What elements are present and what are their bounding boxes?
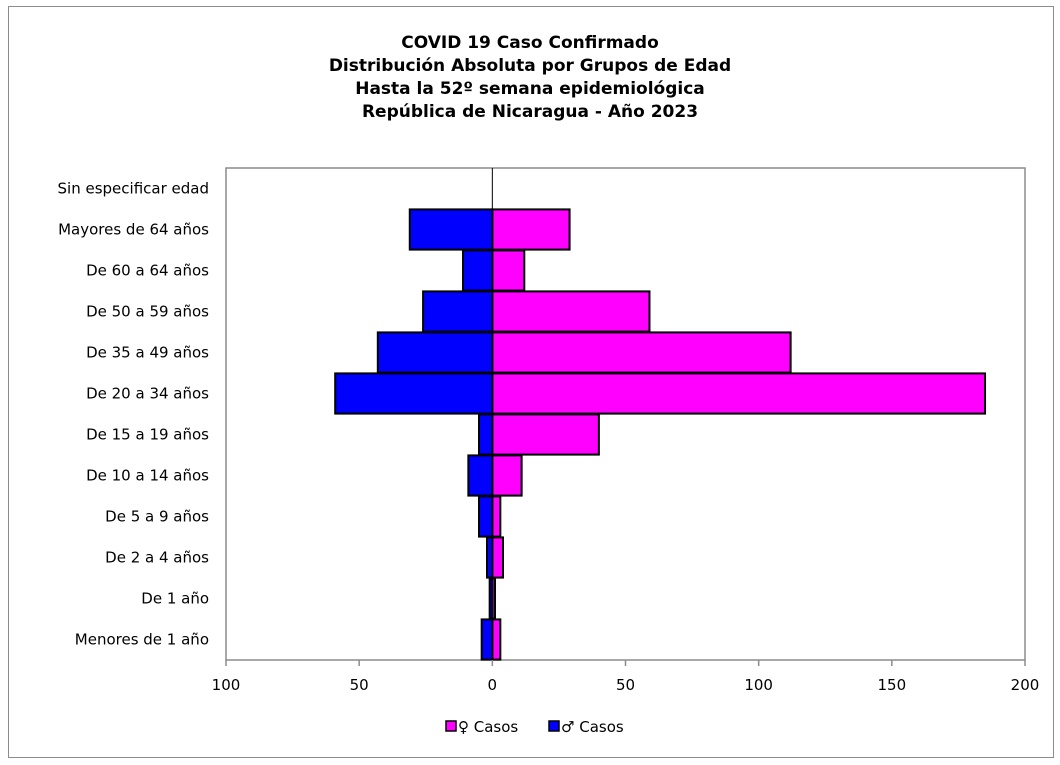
- y-tick-label: De 35 a 49 años: [86, 344, 209, 362]
- chart-title-line-2: Distribución Absoluta por Grupos de Edad: [328, 56, 732, 76]
- bar-male-6: [334, 372, 494, 415]
- bar-female-10: [491, 208, 571, 251]
- y-tick-label: De 20 a 34 años: [86, 385, 209, 403]
- y-tick-label: De 5 a 9 años: [105, 508, 209, 526]
- bar-female-0: [491, 618, 502, 661]
- bar-female-4: [491, 454, 523, 497]
- bar-male-4: [467, 454, 494, 497]
- chart-title-line-4: República de Nicaragua - Año 2023: [361, 102, 699, 122]
- y-tick-label: Menores de 1 año: [75, 631, 209, 649]
- chart-title-line-3: Hasta la 52º semana epidemiológica: [355, 79, 705, 99]
- y-tick-label: De 60 a 64 años: [86, 262, 209, 280]
- bar-male-2: [486, 536, 494, 579]
- y-tick-label: De 50 a 59 años: [86, 303, 209, 321]
- x-tick-label: 100: [212, 676, 241, 694]
- y-tick-label: Sin especificar edad: [58, 180, 209, 198]
- legend-label-male: ♂ Casos: [561, 718, 624, 736]
- legend-label-female: ♀ Casos: [458, 718, 518, 736]
- x-tick-label: 50: [616, 676, 635, 694]
- y-tick-label: De 10 a 14 años: [86, 467, 209, 485]
- x-tick-label: 50: [350, 676, 369, 694]
- y-tick-label: Mayores de 64 años: [58, 221, 209, 239]
- bar-male-3: [478, 495, 494, 538]
- x-tick-label: 100: [744, 676, 773, 694]
- bar-male-7: [376, 331, 494, 374]
- bar-male-5: [478, 413, 494, 456]
- chart-title-line-1: COVID 19 Caso Confirmado: [401, 33, 659, 53]
- bar-male-10: [408, 208, 494, 251]
- bar-male-0: [480, 618, 494, 661]
- chart-title: COVID 19 Caso Confirmado Distribución Ab…: [0, 32, 1060, 124]
- legend-swatch-male: [548, 720, 560, 732]
- x-tick-label: 150: [878, 676, 907, 694]
- bar-female-5: [491, 413, 600, 456]
- y-tick-label: De 2 a 4 años: [105, 549, 209, 567]
- bar-male-1: [488, 577, 494, 620]
- bar-female-8: [491, 290, 651, 333]
- bar-female-6: [491, 372, 987, 415]
- y-tick-label: De 1 año: [141, 590, 209, 608]
- x-tick-label: 200: [1011, 676, 1040, 694]
- bar-female-7: [491, 331, 792, 374]
- y-tick-label: De 15 a 19 años: [86, 426, 209, 444]
- legend-swatch-female: [445, 720, 457, 732]
- bar-male-9: [462, 249, 494, 292]
- bar-female-2: [491, 536, 504, 579]
- x-tick-label: 0: [488, 676, 498, 694]
- bar-female-3: [491, 495, 502, 538]
- bar-male-8: [422, 290, 494, 333]
- bar-female-9: [491, 249, 526, 292]
